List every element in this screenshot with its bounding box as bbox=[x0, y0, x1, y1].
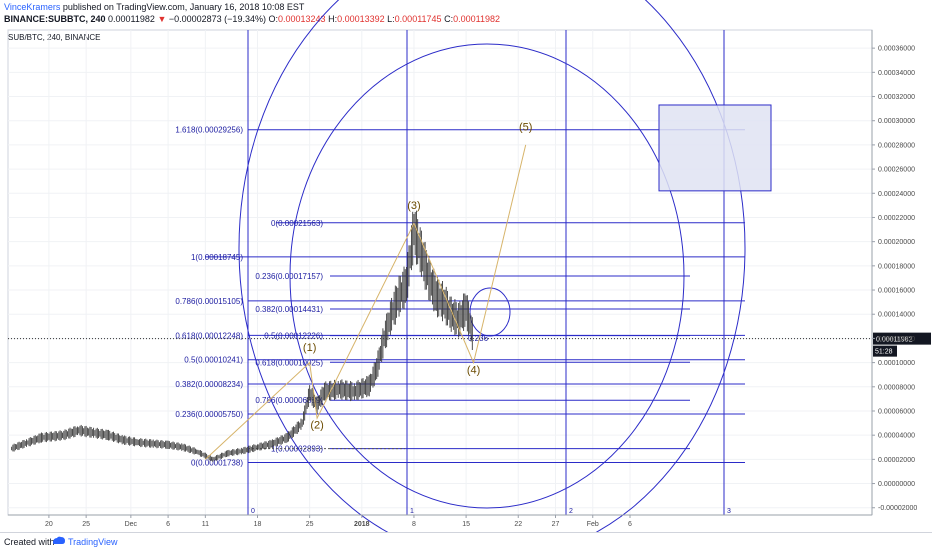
x-tick-label: Dec bbox=[125, 521, 138, 528]
fib-level-label: 0(0.00021563) bbox=[271, 219, 323, 228]
wave-label: (1) bbox=[303, 342, 316, 354]
fib-level-label: 0.382(0.00014431) bbox=[255, 305, 323, 314]
y-tick-label: 0.00024000 bbox=[878, 191, 915, 198]
tradingview-logo-icon[interactable] bbox=[52, 535, 66, 547]
fib-level-label: 0.5(0.00012226) bbox=[264, 332, 323, 341]
x-tick-label: 6 bbox=[166, 521, 170, 528]
y-tick-label: 0.00004000 bbox=[878, 433, 915, 440]
time-sequence-label: 1 bbox=[410, 508, 414, 515]
created-with-label: Created with bbox=[4, 537, 55, 547]
y-tick-label: 0.00008000 bbox=[878, 384, 915, 391]
inner-fib-label: 0.236 bbox=[468, 334, 489, 343]
high-value: 0.00013392 bbox=[337, 14, 385, 24]
elliott-wave-path bbox=[205, 144, 527, 460]
time-sequence-label: 3 bbox=[727, 508, 731, 515]
chart-title: SUB/BTC, 240, BINANCE bbox=[8, 33, 100, 42]
fib-level-label: 0.382(0.00008234) bbox=[175, 380, 243, 389]
target-zone-box bbox=[658, 104, 772, 192]
open-label: O: bbox=[268, 14, 278, 24]
x-tick-label: 6 bbox=[628, 521, 632, 528]
x-tick-label: 2018 bbox=[354, 521, 370, 528]
fib-level-label: 0.236(0.00005750) bbox=[175, 410, 243, 419]
y-tick-label: 0.00014000 bbox=[878, 312, 915, 319]
last-price: 0.00011982 bbox=[108, 14, 155, 24]
y-tick-label: 0.00030000 bbox=[878, 118, 915, 125]
countdown-label: 51:28 bbox=[875, 349, 893, 356]
y-tick-label: 0.00012000 bbox=[878, 336, 915, 343]
y-tick-label: 0.00034000 bbox=[878, 70, 915, 77]
wave-label: (5) bbox=[519, 121, 532, 133]
symbol-label: BINANCE:SUBBTC, 240 bbox=[4, 14, 106, 24]
y-tick-label: 0.00022000 bbox=[878, 215, 915, 222]
low-label: L: bbox=[387, 14, 395, 24]
x-tick-label: 8 bbox=[412, 521, 416, 528]
fib-arc-outer bbox=[289, 43, 685, 509]
high-label: H: bbox=[328, 14, 338, 24]
y-tick-label: 0.00036000 bbox=[878, 46, 915, 53]
fib-level-label: 0.236(0.00017157) bbox=[255, 272, 323, 281]
publish-info: VinceKramers published on TradingView.co… bbox=[4, 2, 304, 13]
x-tick-label: 25 bbox=[306, 521, 314, 528]
wave-label: (3) bbox=[407, 200, 420, 212]
x-tick-label: 11 bbox=[202, 521, 209, 528]
y-tick-label: 0.00006000 bbox=[878, 408, 915, 415]
footer-bar: Created with TradingView bbox=[0, 532, 932, 551]
fib-arc-wide bbox=[238, 0, 746, 550]
wave-label: (2) bbox=[310, 420, 323, 432]
y-tick-label: 0.00026000 bbox=[878, 167, 915, 174]
low-value: 0.00011745 bbox=[394, 14, 442, 24]
current-price-tag bbox=[873, 332, 931, 345]
fib-level-label: 1(0.00018745) bbox=[191, 253, 243, 262]
down-arrow-icon: ▼ bbox=[157, 14, 167, 24]
y-tick-label: 0.00018000 bbox=[878, 263, 915, 270]
y-tick-label: 0.00002000 bbox=[878, 457, 915, 464]
ohlc-line: BINANCE:SUBBTC, 240 0.00011982 ▼ −0.0000… bbox=[4, 14, 500, 25]
close-value: 0.00011982 bbox=[453, 14, 500, 24]
plot-area bbox=[7, 29, 873, 516]
price-change: −0.00002873 (−19.34%) bbox=[168, 14, 266, 24]
open-value: 0.00013243 bbox=[278, 14, 326, 24]
countdown-tag bbox=[873, 345, 897, 357]
fib-level-label: 1.618(0.00029256) bbox=[175, 126, 243, 135]
x-tick-label: 18 bbox=[254, 521, 262, 528]
time-sequence-label: 0 bbox=[251, 508, 255, 515]
tradingview-brand-link[interactable]: TradingView bbox=[68, 537, 118, 547]
chart-header: VinceKramers published on TradingView.co… bbox=[0, 0, 932, 28]
fib-level-label: 0(0.00001738) bbox=[191, 459, 243, 468]
y-tick-label: 0.00010000 bbox=[878, 360, 915, 367]
y-tick-label: 0.00020000 bbox=[878, 239, 915, 246]
y-tick-label: -0.00002000 bbox=[878, 505, 917, 512]
y-tick-label: 0.00016000 bbox=[878, 288, 915, 295]
wave-label: (4) bbox=[467, 364, 480, 376]
x-tick-label: 15 bbox=[462, 521, 470, 528]
y-tick-label: 0.00000000 bbox=[878, 481, 915, 488]
fib-level-label: 0.786(0.00015105) bbox=[175, 297, 243, 306]
published-text: published on TradingView.com, January 16… bbox=[62, 2, 305, 12]
x-tick-label: 27 bbox=[552, 521, 560, 528]
y-tick-label: 0.00032000 bbox=[878, 94, 915, 101]
current-price-label: 0.00011982 bbox=[876, 337, 913, 344]
x-tick-label: 22 bbox=[514, 521, 522, 528]
x-tick-label: Feb bbox=[587, 521, 599, 528]
fib-arc-small bbox=[469, 287, 511, 337]
close-label: C: bbox=[444, 14, 454, 24]
fib-level-label: 0.786(0.00006889) bbox=[255, 396, 323, 405]
fib-level-label: 0.618(0.00010025) bbox=[255, 358, 323, 367]
x-tick-label: 20 bbox=[45, 521, 53, 528]
x-tick-label: 25 bbox=[82, 521, 90, 528]
fib-level-label: 0.5(0.00010241) bbox=[184, 356, 243, 365]
time-sequence-label: 2 bbox=[569, 508, 573, 515]
fib-level-label: 0.618(0.00012248) bbox=[175, 331, 243, 340]
author-link[interactable]: VinceKramers bbox=[4, 2, 61, 12]
y-tick-label: 0.00028000 bbox=[878, 142, 915, 149]
